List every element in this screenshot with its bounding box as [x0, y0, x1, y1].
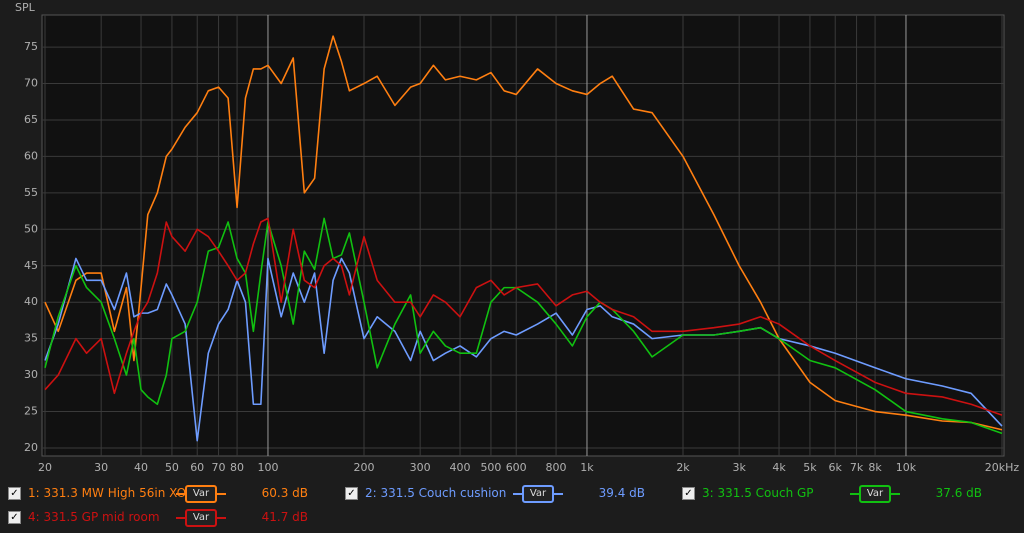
- checkbox[interactable]: ✓: [345, 487, 358, 500]
- x-tick-label: 500: [480, 461, 501, 474]
- checkbox[interactable]: ✓: [8, 511, 21, 524]
- legend-level: 37.6 dB: [935, 486, 982, 500]
- x-tick-label: 8k: [868, 461, 882, 474]
- x-tick-label: 200: [354, 461, 375, 474]
- x-tick-label: 1k: [580, 461, 594, 474]
- x-tick-label: 600: [506, 461, 527, 474]
- var-button[interactable]: Var: [185, 485, 217, 503]
- chart: SPL 20 25 30 35 40 45 50 55 60 65 70 75 20 30 40 50 60 70…: [15, 1, 1020, 474]
- x-tick-label: 7k: [850, 461, 864, 474]
- x-tick-label: 60: [190, 461, 204, 474]
- x-tick-label: 6k: [829, 461, 843, 474]
- plot-area: [41, 14, 1005, 457]
- legend-level: 60.3 dB: [261, 486, 308, 500]
- var-button[interactable]: Var: [185, 509, 217, 527]
- x-tick-label: 100: [257, 461, 278, 474]
- legend-level: 39.4 dB: [598, 486, 645, 500]
- var-button[interactable]: Var: [859, 485, 891, 503]
- y-tick-label: 30: [24, 368, 38, 381]
- y-tick-label: 35: [24, 332, 38, 345]
- y-tick-label: 20: [24, 441, 38, 454]
- y-tick-label: 50: [24, 222, 38, 235]
- y-tick-label: 25: [24, 405, 38, 418]
- y-tick-label: 40: [24, 295, 38, 308]
- series-line: [44, 217, 1003, 435]
- series-line: [44, 35, 1003, 431]
- legend-level: 41.7 dB: [261, 510, 308, 524]
- var-button[interactable]: Var: [522, 485, 554, 503]
- legend-label: 4: 331.5 GP mid room: [28, 510, 160, 524]
- x-tick-label: 50: [165, 461, 179, 474]
- y-tick-label: 75: [24, 40, 38, 53]
- x-tick-label: 10k: [896, 461, 917, 474]
- x-tick-label: 4k: [772, 461, 786, 474]
- x-tick-label: 3k: [732, 461, 746, 474]
- x-tick-label: 20: [38, 461, 52, 474]
- y-tick-label: 65: [24, 113, 38, 126]
- y-tick-label: 70: [24, 77, 38, 90]
- x-tick-label: 800: [546, 461, 567, 474]
- y-tick-label: 45: [24, 259, 38, 272]
- x-tick-label: 80: [230, 461, 244, 474]
- y-axis-label: SPL: [15, 1, 36, 14]
- y-tick-label: 55: [24, 186, 38, 199]
- x-tick-label: 40: [134, 461, 148, 474]
- y-tick-label: 60: [24, 149, 38, 162]
- legend-label: 3: 331.5 Couch GP: [702, 486, 814, 500]
- series-line: [44, 217, 1003, 416]
- legend-label: 1: 331.3 MW High 56in XO: [28, 486, 187, 500]
- x-tick-label: 2k: [676, 461, 690, 474]
- x-tick-label: 70: [212, 461, 226, 474]
- checkbox[interactable]: ✓: [8, 487, 21, 500]
- x-tick-label: 400: [450, 461, 471, 474]
- x-tick-label: 5k: [803, 461, 817, 474]
- legend-label: 2: 331.5 Couch cushion: [365, 486, 507, 500]
- checkbox[interactable]: ✓: [682, 487, 695, 500]
- x-tick-label: 30: [94, 461, 108, 474]
- x-tick-label: 300: [410, 461, 431, 474]
- x-tick-label: 20kHz: [985, 461, 1020, 474]
